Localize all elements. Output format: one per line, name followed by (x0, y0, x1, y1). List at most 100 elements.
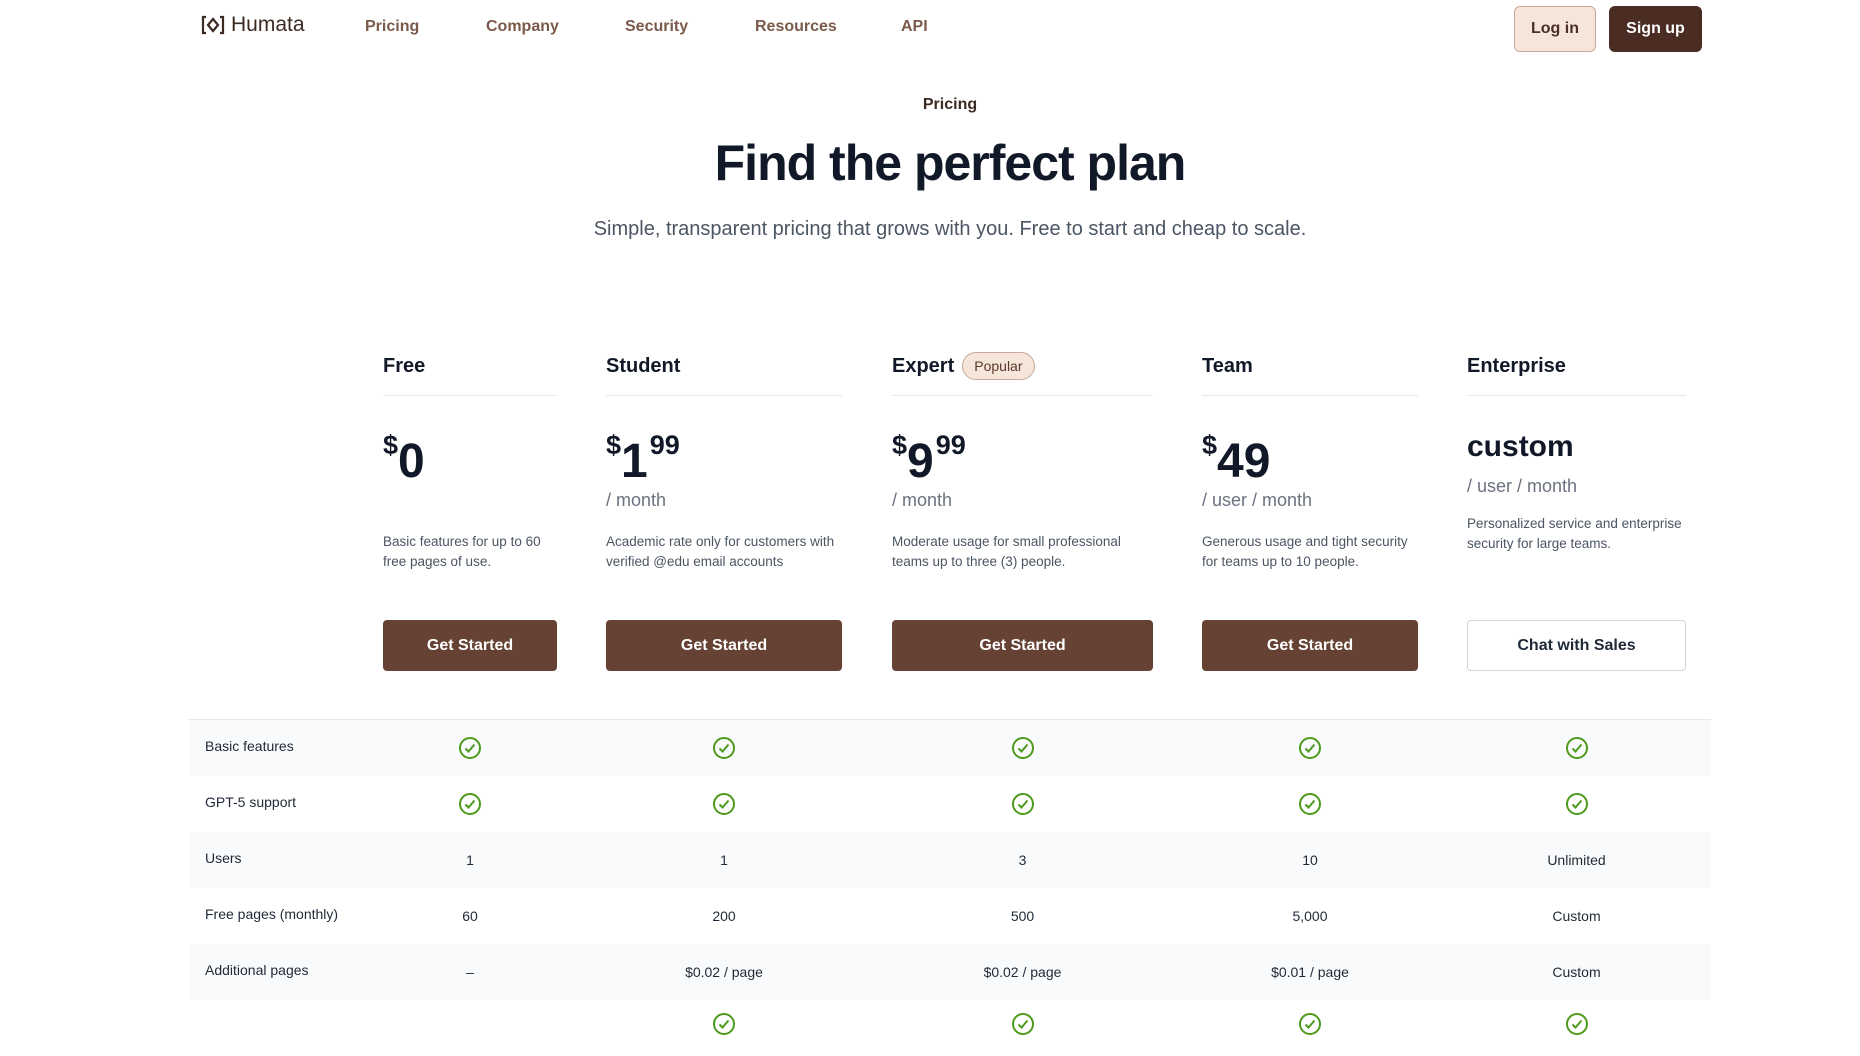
plan-price: $1 99 (606, 430, 842, 486)
price-amount: 9 (907, 435, 934, 488)
plan-period (383, 490, 557, 514)
feature-value: 1 (466, 852, 474, 868)
plan-period: / month (892, 490, 953, 510)
check-icon (1210, 776, 1410, 832)
feature-value: 10 (1302, 852, 1318, 868)
currency: $ (606, 430, 622, 460)
check-icon (923, 720, 1123, 776)
popular-badge: Popular (962, 352, 1035, 380)
feature-table: Basic features GPT-5 support Users 1 1 3 10 Unl… (189, 719, 1711, 1056)
feature-value: $0.02 / page (983, 964, 1062, 980)
plan-name: Team (1202, 354, 1253, 377)
plan-price: $49 (1202, 430, 1418, 486)
feature-value: 3 (1018, 852, 1027, 868)
feature-value: $0.02 / page (685, 964, 763, 980)
page-title: Find the perfect plan (714, 135, 1187, 191)
table-row: GPT-5 support (189, 776, 1711, 832)
get-started-button[interactable]: Get Started (383, 620, 557, 671)
check-icon (923, 1000, 1123, 1056)
feature-label: Free pages (monthly) (205, 906, 339, 922)
feature-value: Custom (1552, 908, 1601, 924)
plan-description: Basic features for up to 60 free pages o… (383, 534, 541, 569)
plan-price: $9 99 (892, 430, 1153, 486)
nav-api[interactable]: API (901, 18, 928, 35)
feature-label: Users (205, 850, 242, 866)
plan-description: Moderate usage for small professional te… (892, 534, 1121, 569)
plan-period: / user / month (1202, 490, 1313, 510)
signup-button[interactable]: Sign up (1609, 6, 1702, 52)
feature-value: 5,000 (1292, 908, 1328, 924)
divider (892, 395, 1153, 396)
divider (1467, 395, 1686, 396)
plan-period: / user / month (1467, 476, 1578, 496)
plan-description: Generous usage and tight security for te… (1202, 534, 1408, 569)
plan-enterprise: Enterprise custom / user / month Persona… (1467, 350, 1686, 584)
feature-value: 500 (1010, 908, 1035, 924)
plan-name: Enterprise (1467, 354, 1566, 377)
get-started-button[interactable]: Get Started (1202, 620, 1418, 671)
plan-free: Free $0 Basic features for up to 60 free… (383, 350, 557, 602)
check-icon (370, 720, 570, 776)
feature-label: GPT-5 support (205, 794, 297, 810)
feature-value: 60 (462, 908, 478, 924)
price-amount: 49 (1217, 435, 1271, 488)
check-icon (1210, 1000, 1410, 1056)
check-icon (1477, 720, 1677, 776)
nav-security[interactable]: Security (625, 18, 689, 35)
check-icon (1210, 720, 1410, 776)
check-icon (624, 1000, 824, 1056)
price-cents: 99 (649, 430, 680, 460)
nav-company[interactable]: Company (486, 18, 559, 35)
divider (383, 395, 557, 396)
humata-logo-icon (201, 15, 225, 35)
custom-price: custom (1467, 430, 1574, 463)
nav-resources[interactable]: Resources (755, 18, 837, 35)
divider (1202, 395, 1418, 396)
brand-logo[interactable]: Humata (201, 13, 305, 37)
check-icon (923, 776, 1123, 832)
price-amount: 1 (621, 435, 648, 488)
table-row: Additional pages – $0.02 / page $0.02 / pag… (189, 944, 1711, 1000)
feature-value: $0.01 / page (1271, 964, 1349, 980)
login-button[interactable]: Log in (1514, 6, 1596, 52)
chat-with-sales-button[interactable]: Chat with Sales (1467, 620, 1686, 671)
plan-description: Academic rate only for customers with ve… (606, 534, 835, 569)
page-subtitle: Simple, transparent pricing that grows w… (593, 218, 1307, 240)
table-row: Basic features (189, 720, 1711, 776)
divider (606, 395, 842, 396)
check-icon (1477, 776, 1677, 832)
plan-period: / month (606, 490, 667, 510)
table-row: Users 1 1 3 10 Unlimited (189, 832, 1711, 888)
get-started-button[interactable]: Get Started (892, 620, 1153, 671)
feature-label: Additional pages (205, 962, 309, 978)
table-row (189, 1000, 1711, 1056)
check-icon (370, 776, 570, 832)
feature-value: 1 (720, 852, 728, 868)
feature-value: – (466, 964, 474, 980)
plan-expert: Expert Popular $9 99 / month Moderate usag… (892, 350, 1153, 602)
plan-name: Student (606, 354, 681, 377)
price-amount: 0 (398, 435, 425, 488)
currency: $ (892, 430, 908, 460)
feature-label: Basic features (205, 738, 294, 754)
plan-price: $0 (383, 430, 557, 486)
check-icon (624, 720, 824, 776)
plan-student: Student $1 99 / month Academic rate only … (606, 350, 842, 602)
feature-value: Unlimited (1547, 852, 1606, 868)
section-eyebrow: Pricing (922, 96, 978, 113)
plan-name: Expert (892, 354, 955, 377)
plan-team: Team $49 / user / month Generous usage a… (1202, 350, 1418, 602)
brand-name: Humata (231, 13, 305, 36)
plan-price: custom (1467, 430, 1686, 478)
check-icon (1477, 1000, 1677, 1056)
currency: $ (383, 430, 399, 460)
plan-name: Free (383, 354, 426, 377)
nav-pricing[interactable]: Pricing (365, 18, 420, 35)
get-started-button[interactable]: Get Started (606, 620, 842, 671)
plan-description: Personalized service and enterprise secu… (1467, 516, 1682, 551)
check-icon (624, 776, 824, 832)
feature-value: Custom (1552, 964, 1601, 980)
table-row: Free pages (monthly) 60 200 500 5,000 Custom (189, 888, 1711, 944)
currency: $ (1202, 430, 1218, 460)
price-cents: 99 (935, 430, 966, 460)
